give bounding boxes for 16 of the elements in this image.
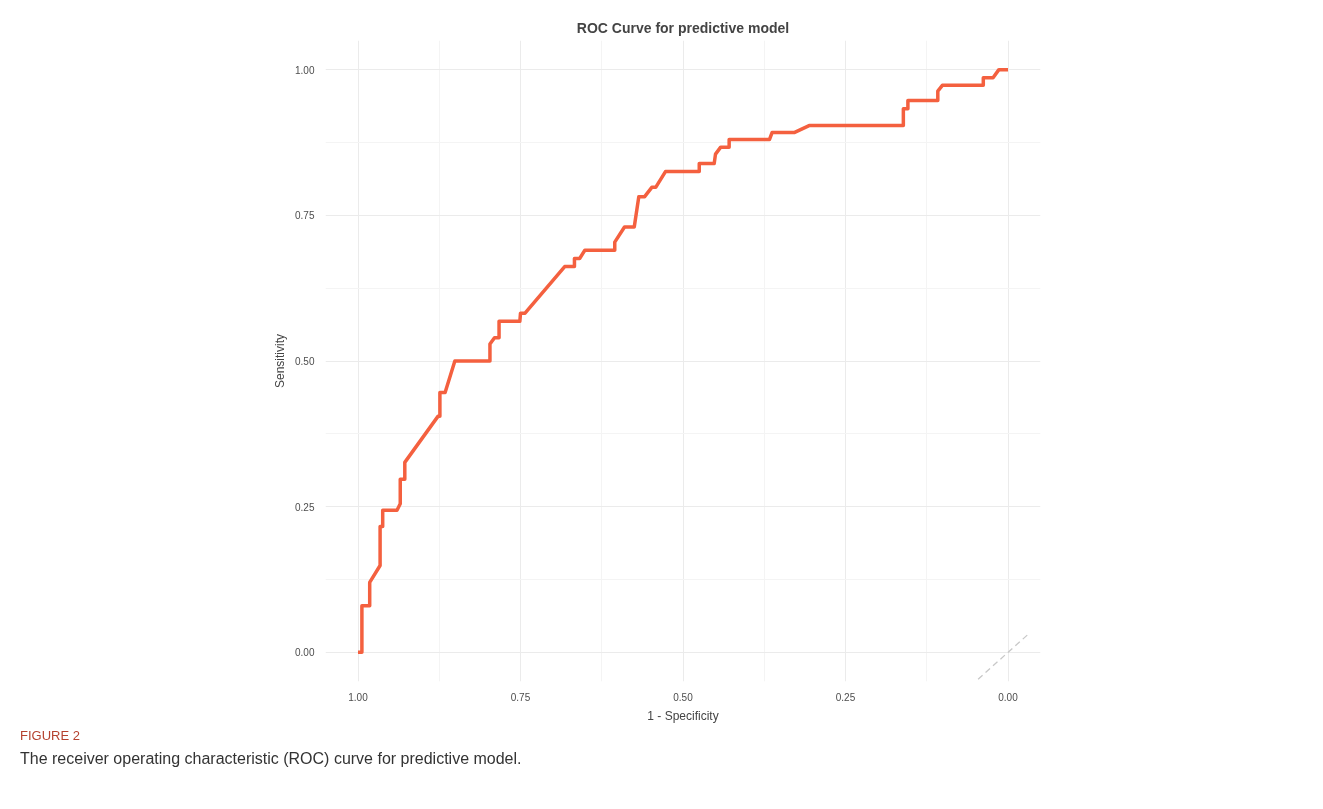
x-tick-label: 1.00 [348,691,369,703]
y-axis-title: Sensitivity [273,333,288,389]
text: The receiver operating characteristic (ROC) curve for predictive model. [20,748,522,769]
y-tick-label: 0.25 [295,501,315,513]
line-series [356,67,1010,655]
caption: FIGURE 2 [20,727,81,745]
x-tick-label: 0.75 [510,691,531,703]
chart-title: ROC Curve for predictive model [576,19,790,36]
y-tick-label: 1.00 [295,64,315,76]
y-tick-label: 0.75 [295,210,315,222]
x-tick-label: 0.50 [673,691,694,703]
x-tick-label: 0.00 [998,691,1019,703]
y-tick-label: 0.00 [295,647,315,659]
x-axis-title: 1 - Specificity [647,708,719,723]
y-tick-label: 0.50 [295,356,315,367]
x-tick-label: 0.25 [835,691,856,703]
